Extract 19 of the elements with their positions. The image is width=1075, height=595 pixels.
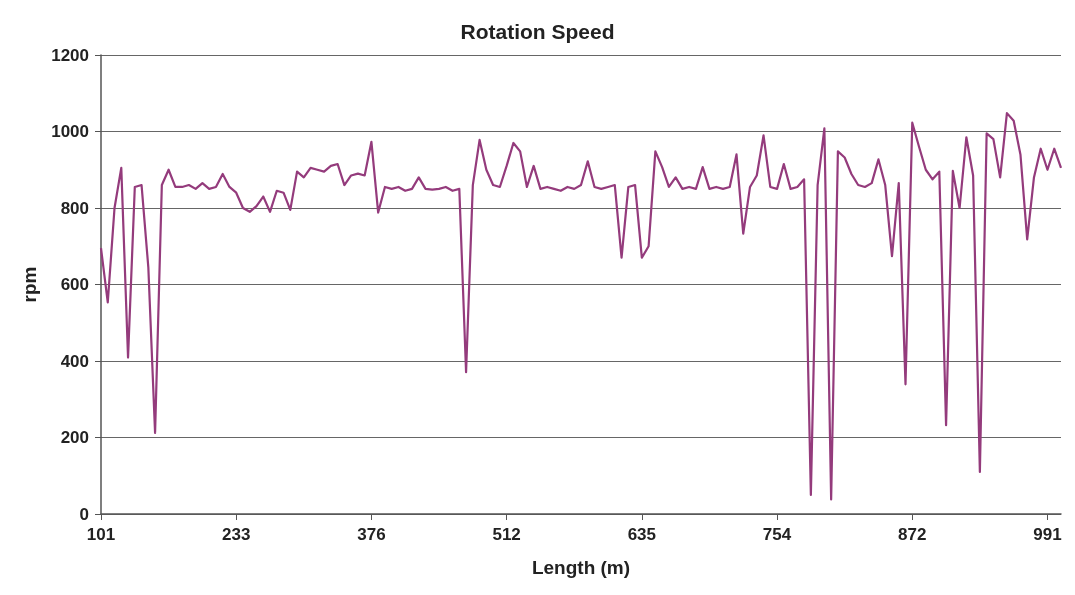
- x-tick-label: 376: [357, 525, 386, 544]
- x-tick-label: 512: [492, 525, 521, 544]
- chart-title: Rotation Speed: [460, 20, 615, 43]
- x-axis-title: Length (m): [531, 557, 631, 578]
- x-tick-label: 872: [898, 525, 927, 544]
- x-tick-label: 991: [1033, 525, 1062, 544]
- y-tick-label: 0: [79, 504, 89, 524]
- y-tick-label: 800: [60, 198, 89, 218]
- y-tick-label: 1200: [51, 45, 89, 65]
- x-tick-label: 101: [86, 525, 116, 544]
- y-tick-label: 400: [60, 351, 89, 371]
- y-axis-title: rpm: [19, 266, 40, 303]
- line-series: [99, 112, 1063, 501]
- y-tick-label: 600: [60, 275, 89, 294]
- x-tick-label: 754: [762, 525, 792, 544]
- y-tick-label: 1000: [51, 122, 89, 141]
- x-tick-label: 233: [222, 525, 251, 544]
- y-tick-label: 200: [60, 428, 89, 447]
- x-tick-label: 635: [627, 525, 657, 544]
